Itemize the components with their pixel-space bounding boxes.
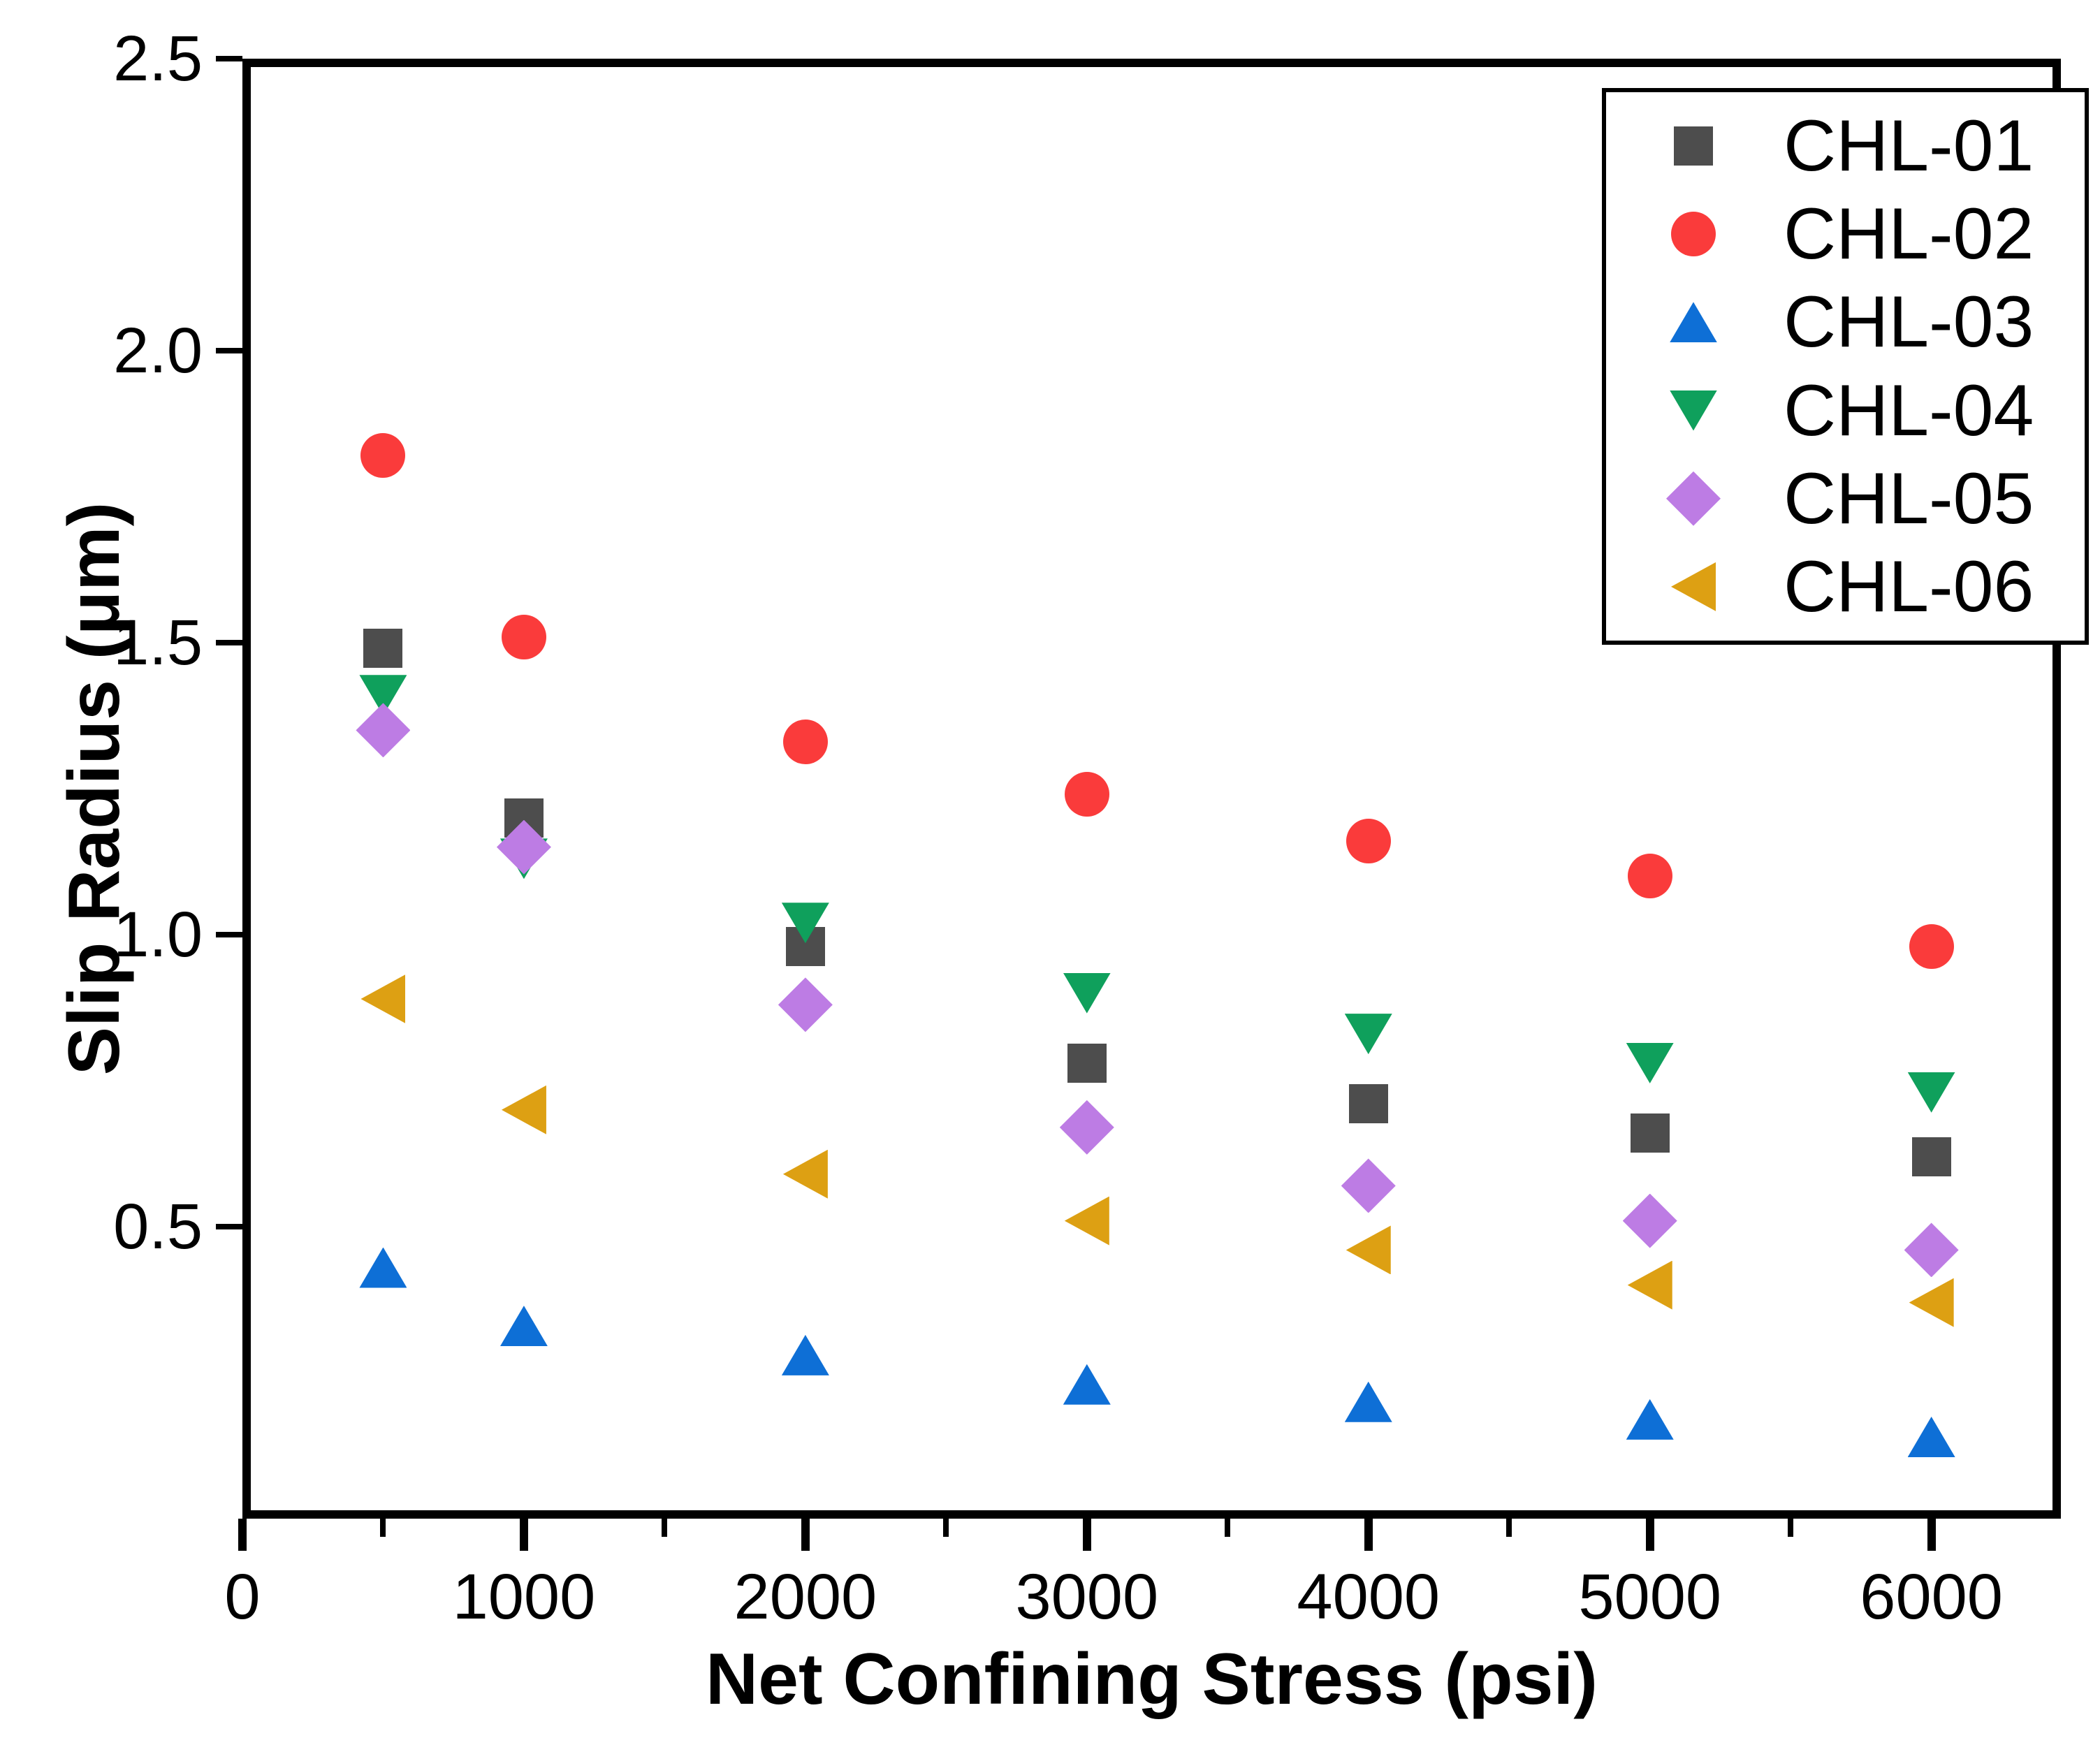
x-minor-tick	[662, 1519, 668, 1537]
x-major-tick	[1364, 1519, 1373, 1551]
legend-label: CHL-01	[1784, 105, 2034, 187]
data-point-CHL-01	[1067, 1043, 1107, 1083]
legend-marker-box	[1647, 555, 1740, 619]
x-axis-title: Net Confining Stress (psi)	[706, 1639, 1598, 1720]
legend-label: CHL-04	[1784, 370, 2034, 451]
legend-item-CHL-04: CHL-04	[1606, 374, 2085, 447]
x-tick-label: 3000	[1015, 1561, 1159, 1633]
x-tick-label: 1000	[452, 1561, 596, 1633]
x-major-tick	[519, 1519, 528, 1551]
legend-item-CHL-01: CHL-01	[1606, 110, 2085, 182]
CHL-01-square-icon	[1674, 126, 1713, 166]
y-tick-label: 2.0	[113, 315, 203, 386]
data-point-CHL-02	[1909, 923, 1954, 969]
legend-item-CHL-05: CHL-05	[1606, 462, 2085, 535]
x-tick-label: 4000	[1297, 1561, 1441, 1633]
legend-item-CHL-02: CHL-02	[1606, 198, 2085, 270]
data-point-CHL-01	[1348, 1084, 1388, 1124]
data-point-CHL-02	[501, 614, 546, 659]
legend-label: CHL-05	[1784, 458, 2034, 539]
x-major-tick	[238, 1519, 247, 1551]
legend-marker-box	[1647, 379, 1740, 443]
CHL-03-triangle-up-icon	[1670, 302, 1717, 343]
y-major-tick	[216, 932, 242, 937]
x-tick-label: 0	[224, 1561, 261, 1633]
data-point-CHL-02	[782, 720, 828, 765]
legend-label: CHL-03	[1784, 282, 2034, 363]
x-minor-tick	[1225, 1519, 1231, 1537]
legend-label: CHL-02	[1784, 193, 2034, 275]
x-major-tick	[1082, 1519, 1091, 1551]
x-major-tick	[1927, 1519, 1936, 1551]
y-major-tick	[216, 640, 242, 645]
data-point-CHL-01	[363, 629, 403, 669]
x-minor-tick	[943, 1519, 949, 1537]
legend-item-CHL-03: CHL-03	[1606, 286, 2085, 358]
y-tick-label: 0.5	[113, 1191, 203, 1262]
y-major-tick	[216, 348, 242, 353]
y-major-tick	[216, 56, 242, 61]
legend: CHL-01 CHL-02 CHL-03 CHL-04 CHL-05 CHL-06	[1602, 88, 2089, 645]
y-major-tick	[216, 1224, 242, 1229]
CHL-04-triangle-down-icon	[1670, 390, 1717, 431]
data-point-CHL-01	[1911, 1137, 1951, 1176]
x-major-tick	[1645, 1519, 1654, 1551]
data-point-CHL-02	[1627, 854, 1672, 899]
x-tick-label: 5000	[1578, 1561, 1722, 1633]
legend-marker-box	[1647, 202, 1740, 266]
data-point-CHL-02	[1346, 819, 1391, 864]
data-point-CHL-02	[360, 433, 406, 479]
x-tick-label: 2000	[734, 1561, 877, 1633]
legend-marker-box	[1647, 114, 1740, 178]
data-point-CHL-01	[1630, 1113, 1670, 1153]
y-tick-label: 1.0	[113, 899, 203, 970]
CHL-06-triangle-left-icon	[1671, 562, 1716, 611]
legend-label: CHL-06	[1784, 546, 2034, 627]
y-tick-label: 2.5	[113, 23, 203, 94]
legend-marker-box	[1647, 467, 1740, 531]
data-point-CHL-02	[1064, 772, 1109, 817]
CHL-02-circle-icon	[1671, 212, 1716, 257]
x-tick-label: 6000	[1860, 1561, 2003, 1633]
x-minor-tick	[1506, 1519, 1512, 1537]
legend-item-CHL-06: CHL-06	[1606, 550, 2085, 623]
y-axis-title: Slip Radius (μm)	[54, 502, 135, 1076]
x-minor-tick	[1788, 1519, 1794, 1537]
x-minor-tick	[380, 1519, 386, 1537]
legend-marker-box	[1647, 290, 1740, 354]
y-tick-label: 1.5	[113, 607, 203, 678]
x-major-tick	[801, 1519, 810, 1551]
CHL-05-diamond-icon	[1666, 471, 1721, 526]
